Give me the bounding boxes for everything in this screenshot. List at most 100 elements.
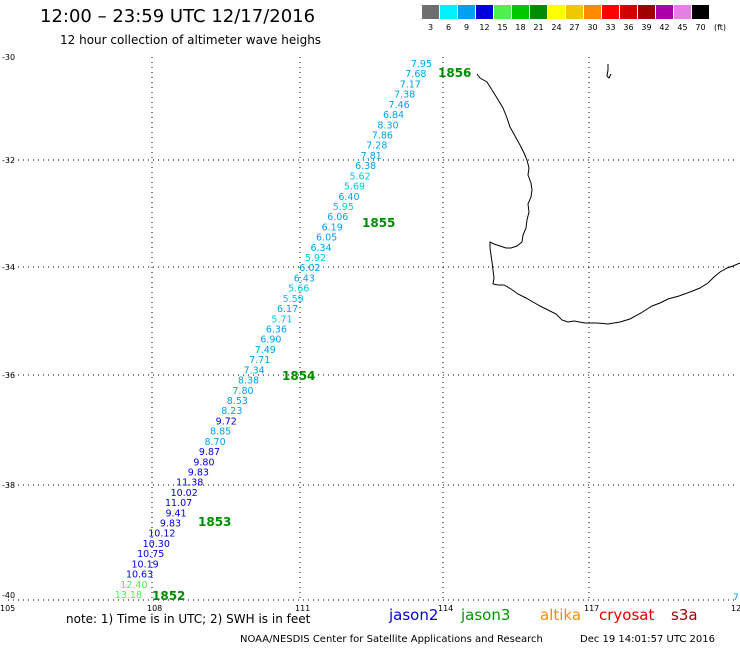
wave-height-reading: 6.90 xyxy=(260,335,281,346)
scale-swatch xyxy=(494,5,511,19)
scale-label: 18 xyxy=(515,23,526,32)
wave-height-reading: 7.68 xyxy=(405,69,426,80)
scale-swatch xyxy=(476,5,493,19)
footer-note: note: 1) Time is in UTC; 2) SWH is in fe… xyxy=(66,612,311,626)
wave-height-reading: 8.85 xyxy=(210,427,231,438)
scale-swatch xyxy=(566,5,583,19)
scale-label: 9 xyxy=(463,23,470,32)
wave-height-reading: 7.46 xyxy=(389,100,410,111)
scale-unit-label: (ft) xyxy=(714,23,727,32)
wave-height-reading: 9.83 xyxy=(188,467,209,478)
wave-height-reading: 9.72 xyxy=(216,416,237,427)
scale-swatch xyxy=(620,5,637,19)
scale-swatch xyxy=(512,5,529,19)
wave-height-reading: 7.49 xyxy=(255,345,276,356)
wave-height-reading: 8.30 xyxy=(377,120,398,131)
latitude-label: -36 xyxy=(2,371,15,380)
wave-height-reading: 10.02 xyxy=(171,488,198,499)
scale-label: 70 xyxy=(695,23,706,32)
latitude-label: -30 xyxy=(2,53,15,62)
wave-height-reading: 11.07 xyxy=(165,498,192,509)
wave-height-color-scale: (ft) 3 6 9 12 15 18 21 24 27 30 33 36 39 42 45 70 xyxy=(422,5,740,39)
scale-swatch xyxy=(692,5,709,19)
wave-height-reading: 6.43 xyxy=(294,273,315,284)
wave-height-reading: 13.18 xyxy=(115,590,142,601)
wave-height-reading: 9.87 xyxy=(199,447,220,458)
scale-swatch xyxy=(584,5,601,19)
wave-height-reading: 5.62 xyxy=(349,171,370,182)
map-subtitle: 12 hour collection of altimeter wave hei… xyxy=(60,33,322,47)
generation-timestamp: Dec 19 14:01:57 UTC 2016 xyxy=(580,634,715,645)
wave-height-reading: 7.95 xyxy=(411,59,432,70)
track-time-label: 1856 xyxy=(438,66,471,80)
wave-height-reading: 7.81 xyxy=(361,151,382,162)
wave-height-reading: 6.17 xyxy=(277,304,298,315)
longitude-label: 105 xyxy=(0,604,15,613)
scale-label: 42 xyxy=(659,23,670,32)
wave-height-reading: 5.71 xyxy=(271,314,292,325)
wave-height-reading: 11.38 xyxy=(176,478,203,489)
wave-height-reading: 5.92 xyxy=(305,253,326,264)
edge-reading-label: 7 xyxy=(733,593,739,603)
longitude-label: 120 xyxy=(731,604,740,613)
latitude-label: -32 xyxy=(2,156,15,165)
lat-lon-grid: -30 -32 -34 -36 -38 -40 105 108 111 114 117 1207 xyxy=(0,53,740,613)
satellite-legend-item: s3a xyxy=(671,606,698,624)
scale-label: 39 xyxy=(641,23,652,32)
credit-line: NOAA/NESDIS Center for Satellite Applica… xyxy=(240,634,543,645)
wave-height-reading: 6.05 xyxy=(316,233,337,244)
scale-label: 3 xyxy=(427,23,434,32)
satellite-legend-item: jason3 xyxy=(461,606,511,624)
wave-height-reading: 9.80 xyxy=(193,457,214,468)
longitude-label: 111 xyxy=(295,604,310,613)
scale-swatch xyxy=(638,5,655,19)
wave-height-reading: 7.17 xyxy=(400,79,421,90)
wave-height-reading: 5.66 xyxy=(288,284,309,295)
wave-height-reading: 6.40 xyxy=(338,192,359,203)
wave-height-reading: 10.12 xyxy=(148,529,175,540)
latitude-label: -40 xyxy=(2,591,15,600)
wave-height-reading: 7.38 xyxy=(394,90,415,101)
track-time-label: 1855 xyxy=(362,216,395,230)
wave-height-reading: 6.06 xyxy=(327,212,348,223)
wave-height-reading: 6.38 xyxy=(355,161,376,172)
map-title: 12:00 – 23:59 UTC 12/17/2016 xyxy=(40,6,316,27)
wave-height-reading: 7.80 xyxy=(232,386,253,397)
australia-coastline xyxy=(476,73,740,325)
wave-height-reading: 10.75 xyxy=(137,549,164,560)
wave-height-reading: 7.71 xyxy=(249,355,270,366)
wave-height-reading: 7.34 xyxy=(244,365,265,376)
wave-height-reading: 6.19 xyxy=(322,222,343,233)
scale-swatch xyxy=(440,5,457,19)
scale-label: 15 xyxy=(497,23,508,32)
wave-height-reading: 8.23 xyxy=(221,406,242,417)
scale-swatch xyxy=(548,5,565,19)
scale-swatch xyxy=(674,5,691,19)
wave-height-reading: 12.40 xyxy=(120,580,147,591)
wave-height-reading: 10.63 xyxy=(126,570,153,581)
wave-height-reading: 8.53 xyxy=(227,396,248,407)
longitude-label: 108 xyxy=(147,604,162,613)
scale-label: 21 xyxy=(533,23,544,32)
wave-height-reading: 5.59 xyxy=(283,294,304,305)
wave-height-reading: 8.70 xyxy=(204,437,225,448)
island-outline xyxy=(606,64,612,79)
wave-height-reading: 5.95 xyxy=(333,202,354,213)
scale-label: 30 xyxy=(587,23,598,32)
scale-label: 33 xyxy=(605,23,616,32)
wave-height-reading: 7.28 xyxy=(366,141,387,152)
scale-label: 24 xyxy=(551,23,562,32)
wave-height-reading: 7.86 xyxy=(372,130,393,141)
wave-height-reading: 8.38 xyxy=(238,376,259,387)
wave-height-reading: 10.30 xyxy=(143,539,170,550)
wave-height-reading: 9.41 xyxy=(165,508,186,519)
scale-swatch xyxy=(458,5,475,19)
latitude-label: -38 xyxy=(2,481,15,490)
scale-label: 27 xyxy=(569,23,580,32)
wave-height-reading: 6.34 xyxy=(310,243,331,254)
wave-height-reading: 6.84 xyxy=(383,110,404,121)
wave-height-reading: 6.02 xyxy=(299,263,320,274)
scale-label: 36 xyxy=(623,23,634,32)
longitude-label: 114 xyxy=(438,604,453,613)
latitude-label: -34 xyxy=(2,263,15,272)
